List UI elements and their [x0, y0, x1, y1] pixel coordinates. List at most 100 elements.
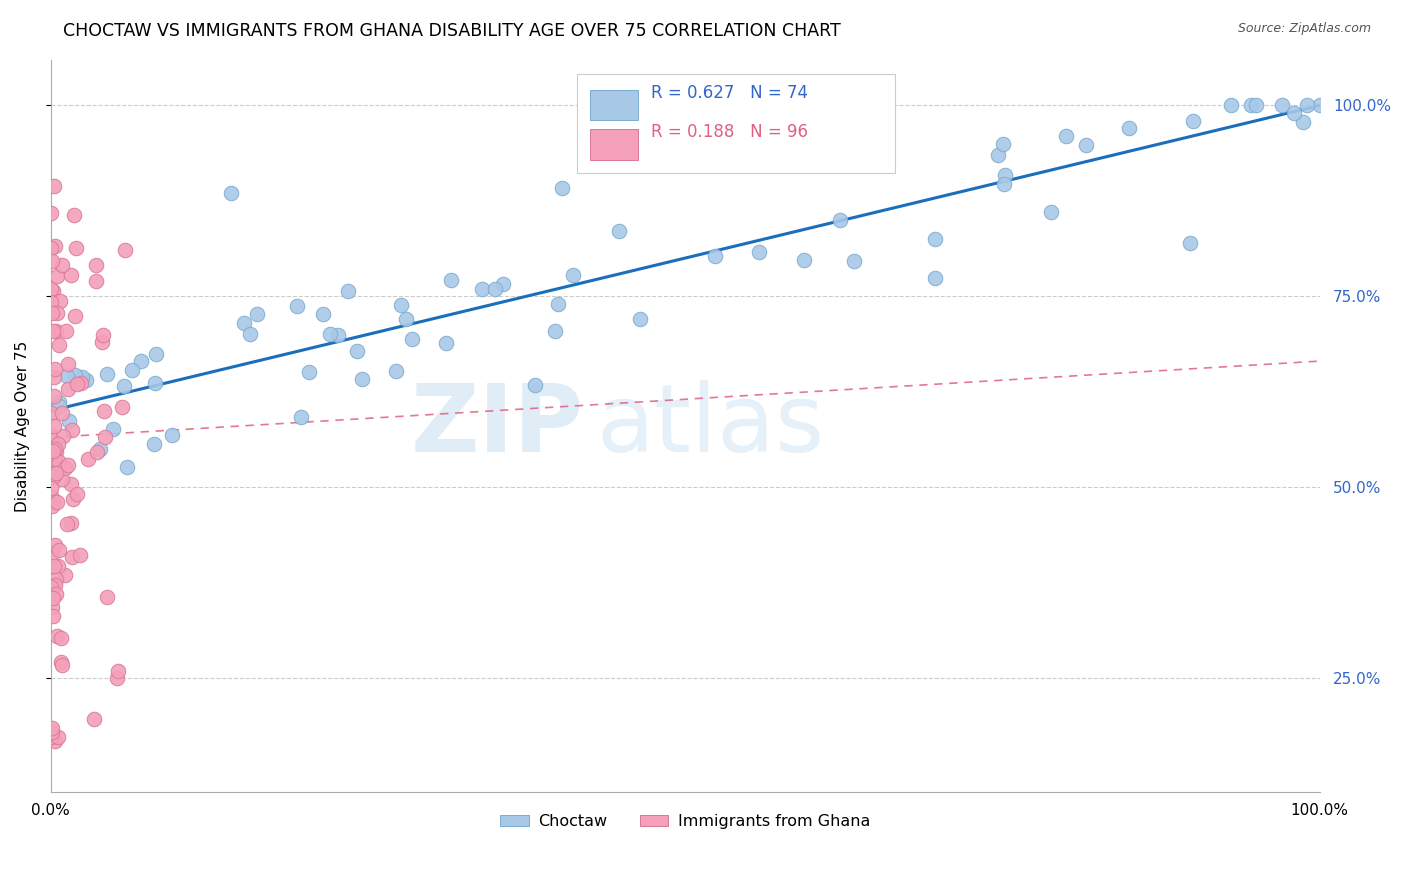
Point	[70, 376, 93, 391]
Point	[46, 437, 69, 451]
Point	[562, 268, 585, 282]
Point	[94, 430, 117, 444]
Point	[830, 213, 852, 227]
Point	[105, 672, 128, 686]
Point	[1074, 138, 1097, 153]
Point	[44, 389, 66, 403]
Point	[114, 243, 136, 257]
Point	[55, 516, 77, 531]
Point	[285, 299, 308, 313]
Point	[44, 467, 66, 482]
Point	[1181, 113, 1204, 128]
Point	[129, 354, 152, 368]
Point	[42, 495, 65, 509]
Point	[1309, 98, 1331, 112]
Point	[59, 516, 82, 531]
Point	[59, 477, 82, 491]
Point	[42, 370, 65, 384]
Point	[63, 310, 86, 324]
Point	[63, 208, 86, 222]
Point	[143, 437, 166, 451]
Point	[53, 461, 76, 475]
Legend: Choctaw, Immigrants from Ghana: Choctaw, Immigrants from Ghana	[494, 808, 877, 836]
Point	[492, 277, 515, 291]
Point	[41, 481, 63, 495]
Point	[96, 368, 118, 382]
Point	[46, 558, 69, 573]
Point	[219, 186, 242, 200]
FancyBboxPatch shape	[591, 129, 638, 160]
Point	[39, 428, 62, 442]
Point	[401, 332, 423, 346]
Point	[311, 307, 333, 321]
Point	[115, 460, 138, 475]
Point	[96, 591, 118, 605]
Point	[39, 205, 62, 219]
Point	[44, 577, 66, 591]
Point	[65, 368, 87, 383]
Point	[389, 298, 412, 312]
Point	[45, 587, 67, 601]
Point	[39, 444, 62, 458]
Point	[91, 335, 114, 350]
Text: R = 0.188   N = 96: R = 0.188 N = 96	[651, 123, 808, 141]
Point	[39, 489, 62, 503]
Text: R = 0.627   N = 74: R = 0.627 N = 74	[651, 84, 808, 102]
Point	[48, 337, 70, 351]
Point	[1284, 106, 1306, 120]
Point	[628, 312, 651, 326]
Point	[41, 470, 63, 484]
Point	[83, 712, 105, 726]
Point	[45, 573, 67, 587]
Point	[45, 467, 67, 481]
Point	[41, 722, 63, 736]
Point	[42, 469, 65, 483]
Point	[41, 254, 63, 268]
Point	[44, 239, 66, 253]
Point	[41, 406, 63, 420]
Point	[46, 268, 69, 283]
Point	[60, 424, 83, 438]
Point	[44, 453, 66, 467]
Point	[1246, 98, 1268, 112]
Point	[56, 368, 79, 383]
Point	[84, 259, 107, 273]
Text: CHOCTAW VS IMMIGRANTS FROM GHANA DISABILITY AGE OVER 75 CORRELATION CHART: CHOCTAW VS IMMIGRANTS FROM GHANA DISABIL…	[63, 22, 841, 40]
Point	[1220, 98, 1243, 112]
Point	[51, 657, 73, 672]
Point	[290, 409, 312, 424]
Point	[86, 444, 108, 458]
Point	[994, 168, 1017, 182]
Point	[924, 271, 946, 285]
Point	[991, 136, 1014, 151]
Point	[48, 394, 70, 409]
Point	[434, 335, 457, 350]
Point	[89, 442, 111, 456]
Point	[1292, 115, 1315, 129]
Point	[842, 253, 865, 268]
Text: atlas: atlas	[596, 380, 825, 472]
Point	[44, 734, 66, 748]
Point	[49, 655, 72, 669]
Point	[1271, 98, 1294, 112]
Point	[484, 282, 506, 296]
Point	[145, 347, 167, 361]
Point	[44, 442, 66, 457]
Point	[44, 362, 66, 376]
Point	[51, 406, 73, 420]
Point	[45, 306, 67, 320]
Point	[107, 664, 129, 678]
Point	[748, 245, 770, 260]
Point	[112, 379, 135, 393]
Point	[45, 324, 67, 338]
Point	[51, 472, 73, 486]
Text: Source: ZipAtlas.com: Source: ZipAtlas.com	[1237, 22, 1371, 36]
Point	[239, 327, 262, 342]
Point	[56, 458, 79, 472]
Point	[42, 591, 65, 606]
Point	[42, 609, 65, 624]
Point	[246, 307, 269, 321]
Point	[101, 422, 124, 436]
Point	[41, 324, 63, 338]
Point	[93, 404, 115, 418]
